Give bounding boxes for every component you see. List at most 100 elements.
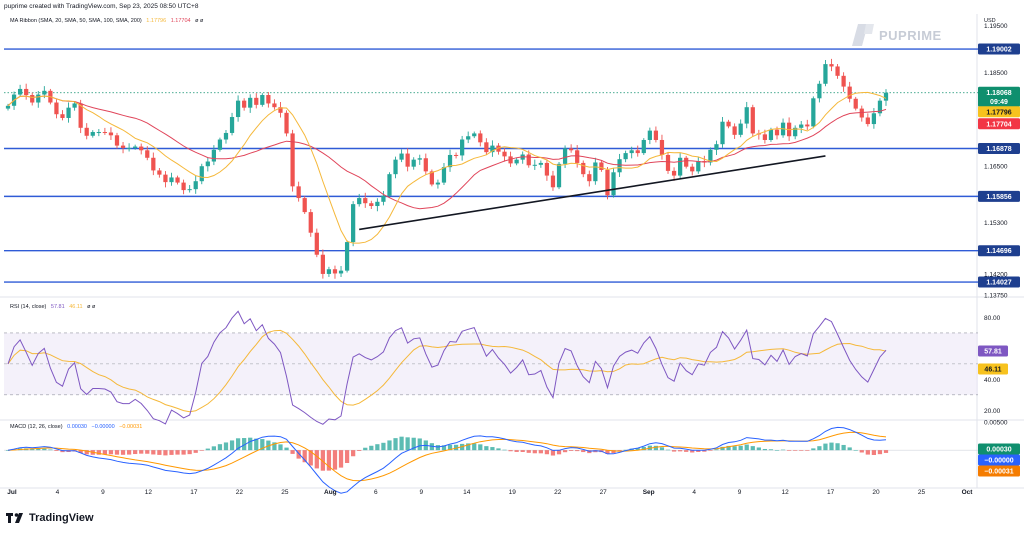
- candle-body: [314, 232, 319, 255]
- candle-body: [653, 130, 659, 140]
- macd-histogram-bar: [768, 449, 774, 451]
- tradingview-logo[interactable]: TradingView: [6, 512, 94, 524]
- macd-histogram-bar: [217, 444, 223, 451]
- candle-body: [254, 97, 259, 105]
- macd-histogram-bar: [865, 450, 870, 455]
- candle-body: [490, 145, 495, 153]
- macd-value-text: −0.00000: [984, 458, 1013, 465]
- time-tick: 27: [600, 489, 608, 496]
- support-resistance-levels[interactable]: [4, 48, 978, 283]
- candle-body: [720, 121, 725, 145]
- candle-body: [732, 126, 737, 135]
- macd-histogram-bar: [181, 450, 186, 455]
- rsi-tick: 40.00: [984, 377, 1001, 384]
- macd-histogram-bar: [248, 437, 253, 451]
- time-tick: 4: [692, 489, 696, 496]
- macd-histogram-bar: [496, 448, 501, 451]
- time-tick: Oct: [962, 489, 974, 496]
- macd-histogram-bar: [532, 450, 537, 454]
- candle-body: [78, 103, 83, 128]
- macd-histogram-bar: [665, 449, 671, 451]
- level-price-text: 1.14696: [986, 248, 1011, 255]
- rsi-value-tag: [978, 363, 1008, 375]
- candle-body: [538, 162, 543, 165]
- candle-body: [629, 150, 634, 154]
- candle-body: [859, 108, 864, 118]
- macd-histogram-bar: [714, 449, 719, 451]
- macd-histogram-bar: [520, 450, 525, 452]
- macd-histogram-bar: [393, 438, 398, 451]
- macd-histogram-bar: [169, 450, 174, 455]
- rsi-pane: [0, 332, 1024, 421]
- macd-histogram-bar: [326, 450, 332, 471]
- macd-histogram-bar: [211, 446, 216, 451]
- macd-histogram-bar: [720, 446, 725, 451]
- candle-body: [42, 90, 47, 95]
- candle-body: [278, 107, 283, 113]
- candle-body: [387, 174, 392, 196]
- candle-body: [24, 88, 29, 96]
- macd-histogram-bar: [780, 449, 786, 451]
- sma-slow-line: [7, 95, 887, 210]
- candle-body: [823, 64, 828, 84]
- candle-body: [266, 95, 271, 104]
- candle-body: [242, 100, 247, 108]
- countdown-text: 09:49: [990, 99, 1008, 106]
- candle-body: [744, 107, 749, 124]
- candle-body: [793, 127, 798, 137]
- candle-body: [284, 112, 289, 134]
- macd-histogram-bar: [732, 446, 737, 451]
- macd-histogram-bar: [417, 438, 422, 451]
- ascending-trendline: [359, 155, 826, 231]
- macd-histogram-bar: [569, 450, 574, 451]
- last-price-tag: [978, 86, 1020, 107]
- rsi-value-text: 46.11: [984, 367, 1001, 374]
- macd-histogram-bar: [883, 450, 889, 453]
- candle-body: [623, 153, 628, 160]
- candle-body: [248, 97, 253, 108]
- macd-histogram-bar: [320, 450, 325, 471]
- rsi-legend[interactable]: RSI (14, close) 57.81 46.11 ø ø: [10, 304, 98, 310]
- macd-histogram-bar: [453, 444, 459, 451]
- macd-series: [5, 426, 889, 494]
- candle-body: [235, 100, 241, 118]
- macd-histogram-bar: [399, 436, 404, 451]
- candle-body: [496, 145, 501, 152]
- time-tick: Jul: [7, 489, 17, 496]
- macd-histogram-bar: [223, 442, 229, 451]
- price-tick: 1.13750: [984, 293, 1008, 300]
- macd-histogram-bar: [762, 448, 768, 451]
- candle-body: [502, 151, 507, 157]
- macd-histogram-bar: [60, 450, 65, 453]
- candle-body: [108, 132, 114, 136]
- ma-price-tag: [978, 106, 1020, 118]
- candle-body: [847, 86, 852, 99]
- macd-histogram-bar: [877, 450, 883, 455]
- candle-body: [877, 100, 883, 114]
- candle-body: [853, 98, 858, 109]
- candle-body: [678, 157, 683, 176]
- macd-histogram-bar: [30, 449, 35, 451]
- macd-histogram-bar: [126, 450, 132, 455]
- macd-line: [7, 426, 887, 494]
- candle-body: [320, 254, 325, 274]
- macd-histogram-bar: [387, 440, 392, 451]
- candle-body: [151, 157, 156, 171]
- candle-body: [835, 66, 840, 76]
- macd-histogram-bar: [254, 438, 259, 451]
- macd-histogram-bar: [508, 450, 513, 452]
- macd-legend[interactable]: MACD (12, 26, close) 0.00030 −0.00000 −0…: [10, 424, 145, 430]
- macd-histogram-bar: [805, 450, 810, 451]
- trendline-group[interactable]: [359, 155, 826, 231]
- macd-histogram-bar: [556, 450, 562, 455]
- candle-body: [587, 174, 592, 182]
- candle-body: [696, 161, 701, 172]
- candle-body: [581, 162, 586, 175]
- macd-histogram-bar: [5, 450, 11, 451]
- candle-body: [690, 166, 695, 172]
- time-axis: Jul 4 9 12 17 22 25 Aug 6 9 14 19 22 27 Sep 4 9 12 17 20 25 O…: [7, 489, 973, 496]
- macd-value-tag: [978, 454, 1020, 466]
- candle-body: [102, 132, 108, 134]
- ma-ribbon-legend[interactable]: MA Ribbon (SMA, 20, SMA, 50, SMA, 100, S…: [10, 18, 206, 24]
